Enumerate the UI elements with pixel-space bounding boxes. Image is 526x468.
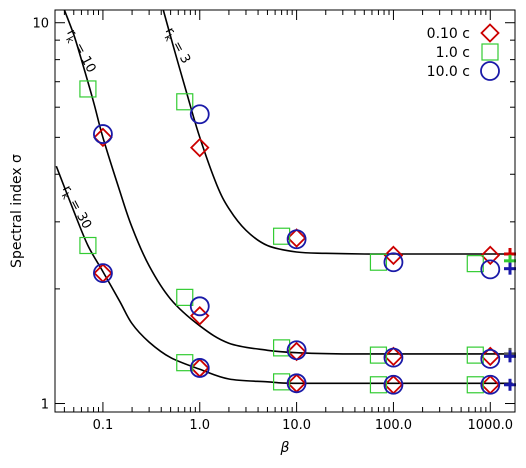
- point-diamond-0-0: [93, 127, 113, 148]
- asymptote-markers: [504, 247, 516, 391]
- point-diamond-0-4: [480, 245, 501, 266]
- point-square-1-6: [176, 288, 194, 306]
- x-tick-label: 100.0: [375, 418, 412, 433]
- curve-labels: rk = 3 rk = 10 rk = 30: [56, 25, 193, 233]
- point-circle-2-12: [383, 374, 404, 395]
- y-axis-title: Spectral index σ: [9, 154, 25, 268]
- curve-label-2: rk = 30: [56, 183, 94, 233]
- point-diamond-0-1: [189, 137, 210, 158]
- model-curve-2: [55, 165, 513, 385]
- point-square-1-7: [272, 339, 291, 357]
- point-square-1-1: [176, 93, 194, 111]
- y-tick-label: 10: [32, 17, 49, 32]
- point-square-1-13: [466, 376, 484, 394]
- point-circle-2-3: [383, 252, 404, 273]
- data-points: [79, 80, 501, 395]
- x-tick-label: 10.0: [282, 418, 311, 433]
- point-square-1-2: [272, 227, 291, 245]
- point-circle-2-2: [286, 229, 307, 250]
- point-square-1-0: [79, 80, 97, 98]
- point-square-1-9: [466, 346, 484, 364]
- y-tick-label: 1: [41, 398, 49, 413]
- legend-label-1: 1.0 c: [436, 45, 470, 61]
- point-diamond-0-8: [383, 346, 404, 367]
- point-diamond-0-2: [286, 228, 307, 248]
- point-square-1-8: [369, 346, 388, 364]
- x-tick-label: 1000.0: [468, 418, 514, 433]
- legend-label-2: 10.0 c: [427, 64, 470, 80]
- point-circle-2-7: [286, 340, 307, 361]
- plot-frame: [54, 9, 516, 413]
- point-circle-2-10: [189, 358, 210, 378]
- x-axis-title: β: [280, 440, 290, 456]
- point-square-1-5: [79, 236, 97, 255]
- legend-marker-0: [480, 23, 500, 43]
- axes: 0.1 1.0 10.0 100.0 1000.0 1 10 β Spectral index …: [9, 9, 516, 456]
- point-diamond-0-9: [480, 346, 501, 367]
- point-circle-2-8: [383, 347, 404, 368]
- legend: 0.10 c 1.0 c 10.0 c: [427, 23, 500, 81]
- point-square-1-3: [369, 253, 388, 271]
- point-circle-2-13: [480, 374, 501, 395]
- point-circle-2-1: [189, 104, 210, 125]
- curve-label-1: rk = 10: [61, 27, 99, 77]
- legend-marker-2: [480, 61, 500, 81]
- point-circle-2-9: [480, 348, 501, 369]
- point-diamond-0-3: [383, 245, 404, 266]
- model-curve-1: [63, 10, 513, 355]
- point-square-1-12: [369, 376, 388, 394]
- x-tick-label: 1.0: [189, 418, 210, 433]
- legend-label-0: 0.10 c: [427, 26, 470, 42]
- curve-label-0: rk = 3: [159, 25, 193, 68]
- legend-marker-1: [481, 43, 499, 61]
- point-circle-2-4: [480, 259, 501, 280]
- point-square-1-11: [272, 373, 291, 391]
- point-circle-2-11: [286, 373, 307, 394]
- x-tick-label: 0.1: [93, 418, 114, 433]
- point-circle-2-0: [93, 124, 113, 144]
- point-circle-2-5: [93, 263, 113, 284]
- point-circle-2-6: [189, 296, 210, 317]
